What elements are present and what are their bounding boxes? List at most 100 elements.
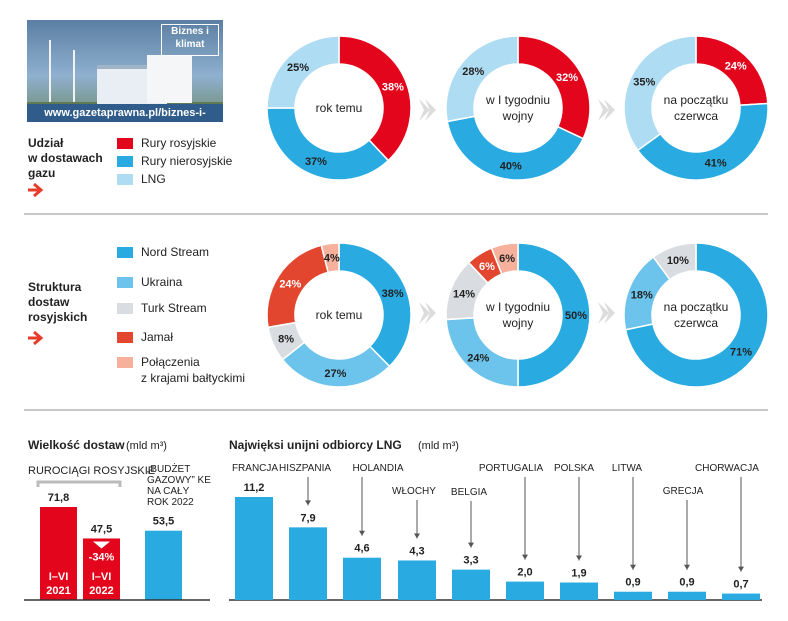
chevron-right-icon (598, 302, 609, 324)
donut-slice (266, 35, 340, 109)
bar-value-label: 47,5 (91, 523, 112, 535)
data-label: 10% (667, 255, 689, 267)
legend-label: Połączenia (141, 355, 200, 369)
bar-value-label: 0,9 (679, 577, 694, 589)
legend-label: Ukraina (141, 275, 183, 289)
donut-center-label: czerwca (674, 316, 718, 330)
data-label: 40% (500, 161, 522, 173)
bar-category-label: PORTUGALIA (479, 463, 544, 474)
down-arrow-icon (93, 541, 110, 549)
bar-value-label: 4,3 (409, 545, 424, 557)
logo-badge: Biznes i klimat (161, 24, 219, 56)
legend-label: Turk Stream (141, 301, 207, 315)
chevron-right-icon (419, 99, 430, 121)
bar-category-label: NA CAŁY (147, 486, 190, 497)
legend-label: z krajami bałtyckimi (141, 371, 245, 385)
bar-category-label: POLSKA (554, 463, 594, 474)
bar-category-label: HISZPANIA (279, 463, 331, 474)
bar (668, 591, 706, 600)
arrow-right-icon (28, 182, 44, 198)
bar-category-label: LITWA (612, 463, 643, 474)
donut-center-label: rok temu (316, 308, 363, 322)
leader-arrow-icon (522, 554, 528, 560)
bar (722, 593, 760, 600)
donut-center-label: na początku (664, 93, 729, 107)
wind-turbine-icon (73, 50, 75, 102)
change-label: -34% (89, 551, 115, 563)
chevron-right-icon (425, 99, 436, 121)
donut-slice (320, 242, 340, 274)
bar (614, 591, 652, 600)
legend-label: Nord Stream (141, 245, 209, 259)
chevron-right-icon (598, 99, 609, 121)
logo-image: Biznes i klimat www.gazetaprawna.pl/bizn… (27, 20, 223, 122)
leader-arrow-icon (414, 533, 420, 539)
bar-value-label: 2,0 (517, 567, 532, 579)
donut-slice (517, 35, 591, 140)
bar-value-label: 0,7 (733, 579, 748, 591)
leader-arrow-icon (576, 555, 582, 561)
section-title-russian-structure: dostaw (28, 295, 70, 309)
legend-swatch (117, 174, 133, 185)
bar-value-label: 11,2 (244, 482, 265, 494)
donut-slice (624, 242, 769, 388)
data-label: 27% (324, 368, 346, 380)
bar-value-label: 4,6 (354, 543, 369, 555)
donut-slice (445, 35, 519, 123)
legend-swatch (117, 277, 133, 288)
donut-slice (266, 107, 390, 181)
legend-swatch (117, 138, 133, 149)
data-label: 6% (479, 261, 495, 273)
bar (289, 527, 327, 600)
legend-label: Rury nierosyjskie (141, 154, 233, 168)
legend-swatch (117, 332, 133, 343)
data-label: 38% (382, 288, 404, 300)
bar (343, 557, 381, 600)
bar-value-label: 53,5 (153, 516, 174, 528)
legend-label: Rury rosyjskie (141, 136, 217, 150)
arrow-right-icon (28, 330, 44, 346)
donut-slice (338, 35, 412, 162)
bar-value-label: 1,9 (571, 568, 586, 580)
bar-category-label: HOLANDIA (352, 463, 403, 474)
data-label: 35% (633, 77, 655, 89)
donut-center-label: na początku (664, 300, 729, 314)
bar (83, 538, 120, 600)
leader-arrow-icon (684, 564, 690, 570)
donut-slice (652, 242, 697, 281)
bar-category-label: CHORWACJA (695, 463, 759, 474)
bar-category-label: BELGIA (451, 487, 487, 498)
leader-arrow-icon (738, 566, 744, 572)
chart-title-unit: (mld m³) (418, 440, 459, 452)
section-title-gas-share: Udział (28, 136, 64, 150)
bar (145, 530, 182, 600)
data-label: 41% (705, 158, 727, 170)
donut-slice (446, 115, 585, 181)
bar-category-label: FRANCJA (232, 463, 278, 474)
legend-label: Jamał (141, 330, 173, 344)
legend-swatch (117, 156, 133, 167)
chevron-right-icon (604, 99, 615, 121)
bar-category-label: 2022 (89, 585, 113, 597)
legend-swatch (117, 303, 133, 314)
logo-url[interactable]: www.gazetaprawna.pl/biznes-i-klimat/ (27, 104, 223, 122)
bar (452, 569, 490, 600)
bar-value-label: 0,9 (625, 577, 640, 589)
bar (235, 497, 273, 600)
bar (506, 581, 544, 600)
section-title-russian-structure: rosyjskich (28, 310, 87, 324)
bar-category-label: WŁOCHY (392, 486, 436, 497)
bar-category-label: GRECJA (663, 486, 704, 497)
bar-category-label: „BUDŻET (147, 462, 190, 475)
donut-center-label: rok temu (316, 101, 363, 115)
bar-category-label: ROK 2022 (147, 497, 194, 508)
data-label: 50% (565, 310, 587, 322)
data-label: 4% (324, 252, 340, 264)
donut-center-label: czerwca (674, 109, 718, 123)
data-label: 6% (499, 253, 515, 265)
section-title-gas-share: gazu (28, 166, 55, 180)
donut-center-label: wojny (502, 316, 534, 330)
house-icon (147, 55, 192, 103)
